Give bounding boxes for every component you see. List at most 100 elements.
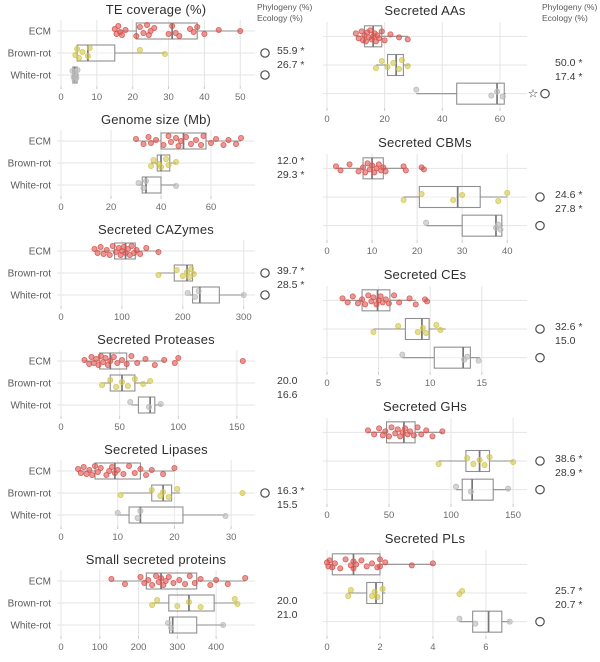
phylogeny-header: Phylogeny (%) xyxy=(542,2,598,12)
jitter-point xyxy=(367,27,374,34)
jitter-point xyxy=(213,577,220,583)
jitter-point xyxy=(175,142,182,149)
jitter-point xyxy=(237,27,244,34)
x-tick-label: 5 xyxy=(376,378,381,389)
panel-body: 0 5 10 15 32.6 * 15.0 xyxy=(315,286,600,396)
jitter-point xyxy=(140,140,147,147)
phylogeny-header: Phylogeny (%) xyxy=(257,2,313,12)
jitter-point xyxy=(369,162,376,169)
jitter-point xyxy=(495,198,502,205)
x-tick-label: 10 xyxy=(367,246,378,257)
jitter-point xyxy=(398,57,405,64)
jitter-point xyxy=(373,65,380,72)
jitter-point xyxy=(382,296,389,303)
x-tick-label: 0 xyxy=(58,422,63,433)
jitter-point xyxy=(186,274,193,281)
jitter-point xyxy=(410,432,417,439)
jitter-point xyxy=(437,327,444,334)
panel-body: 0 20 40 60 ☆ Phylogeny (%) Ecology (%) 50.0 * 17… xyxy=(315,2,600,132)
ecology-value: 21.0 xyxy=(277,609,298,621)
jitter-point xyxy=(408,562,415,569)
panel-title: Secreted CBMs xyxy=(378,135,472,150)
right-column: Secreted AAs 0 20 40 60 ☆ Phylogeny (%) Ecology… xyxy=(315,0,600,662)
jitter-point xyxy=(390,60,397,67)
x-tick-label: 200 xyxy=(131,642,147,653)
jitter-point xyxy=(95,361,102,368)
panel-te-coverage: TE coverage (%) 0 10 20 30 40 50 ECM Brown-rot Wh… xyxy=(0,0,315,110)
x-tick-label: 60 xyxy=(206,202,217,213)
jitter-point xyxy=(404,63,411,70)
panel-body: 0 100 200 300 400 ECM Brown-rot White-rot 20.0 21… xyxy=(0,570,315,660)
jitter-point xyxy=(391,292,398,299)
jitter-point xyxy=(495,221,502,228)
ecology-value: 29.3 * xyxy=(277,169,305,181)
significance-circle-icon xyxy=(260,70,270,80)
jitter-point xyxy=(215,27,222,33)
jitter-point xyxy=(424,298,431,305)
significance-circle-icon xyxy=(535,324,545,334)
panel-title: Secreted CEs xyxy=(383,267,467,282)
jitter-point xyxy=(149,602,156,609)
jitter-point xyxy=(195,288,202,295)
jitter-point xyxy=(168,625,175,632)
panel-title: Secreted Lipases xyxy=(104,442,208,457)
boxplot-chart: 0 10 20 30 ECM Brown-rot White-rot xyxy=(8,460,270,543)
jitter-point xyxy=(234,600,241,607)
jitter-point xyxy=(124,383,131,390)
jitter-point xyxy=(190,28,197,35)
jitter-point xyxy=(100,250,107,257)
jitter-point xyxy=(346,161,353,168)
jitter-point xyxy=(186,573,193,579)
y-axis-label: White-rot xyxy=(10,621,51,632)
panel-title: Secreted GHs xyxy=(382,399,468,414)
panel-secreted-cbms: Secreted CBMs 0 10 20 30 40 24.6 * 27.8 * xyxy=(315,132,600,264)
phylogeny-value: 20.0 xyxy=(277,595,298,607)
jitter-point xyxy=(379,586,386,593)
jitter-point xyxy=(467,488,474,495)
jitter-point xyxy=(459,588,466,595)
x-tick-label: 0 xyxy=(324,114,329,125)
x-tick-label: 40 xyxy=(437,114,448,125)
jitter-point xyxy=(488,92,495,99)
jitter-point xyxy=(370,329,377,336)
box xyxy=(461,478,494,501)
jitter-point xyxy=(414,424,421,431)
jitter-point xyxy=(126,463,133,469)
phylogeny-value: 38.6 * xyxy=(555,453,583,465)
ecology-value: 28.9 * xyxy=(555,467,583,479)
jitter-point xyxy=(182,134,189,140)
jitter-point xyxy=(118,378,125,385)
x-tick-label: 0 xyxy=(324,642,329,653)
jitter-point xyxy=(375,161,382,168)
annotation-values: 38.6 * 28.9 * xyxy=(553,452,600,480)
jitter-point xyxy=(224,580,231,587)
phylogeny-value: 39.7 * xyxy=(277,265,305,277)
phylogeny-value: 24.6 * xyxy=(555,189,583,201)
jitter-point xyxy=(419,325,426,332)
annotation-column: 24.6 * 27.8 * xyxy=(553,154,600,264)
significance-star-icon: ☆ xyxy=(528,87,539,101)
phylogeny-value: 32.6 * xyxy=(555,321,583,333)
phylogeny-value: 50.0 * xyxy=(555,57,583,69)
jitter-point xyxy=(106,251,113,258)
jitter-point xyxy=(79,48,86,55)
x-tick-label: 20 xyxy=(169,532,180,543)
panel-title: Secreted PLs xyxy=(384,531,466,546)
jitter-point xyxy=(188,265,195,272)
jitter-point xyxy=(353,561,360,568)
x-tick-label: 300 xyxy=(236,312,252,323)
jitter-point xyxy=(74,67,81,74)
jitter-point xyxy=(355,168,362,175)
jitter-point xyxy=(358,28,365,35)
y-axis-label: Brown-rot xyxy=(8,489,52,500)
significance-circle-icon xyxy=(260,268,270,278)
jitter-point xyxy=(376,563,383,570)
jitter-point xyxy=(107,376,114,383)
annotation-header: Phylogeny (%) Ecology (%) xyxy=(542,2,600,23)
panel-secreted-proteases: Secreted Proteases 0 50 100 150 ECM Brown-rot W… xyxy=(0,330,315,440)
jitter-point xyxy=(222,513,229,520)
box xyxy=(456,82,505,105)
y-axis-label: White-rot xyxy=(10,291,51,302)
x-tick-label: 0 xyxy=(58,642,63,653)
annotation-values: 20.0 21.0 xyxy=(275,594,315,622)
